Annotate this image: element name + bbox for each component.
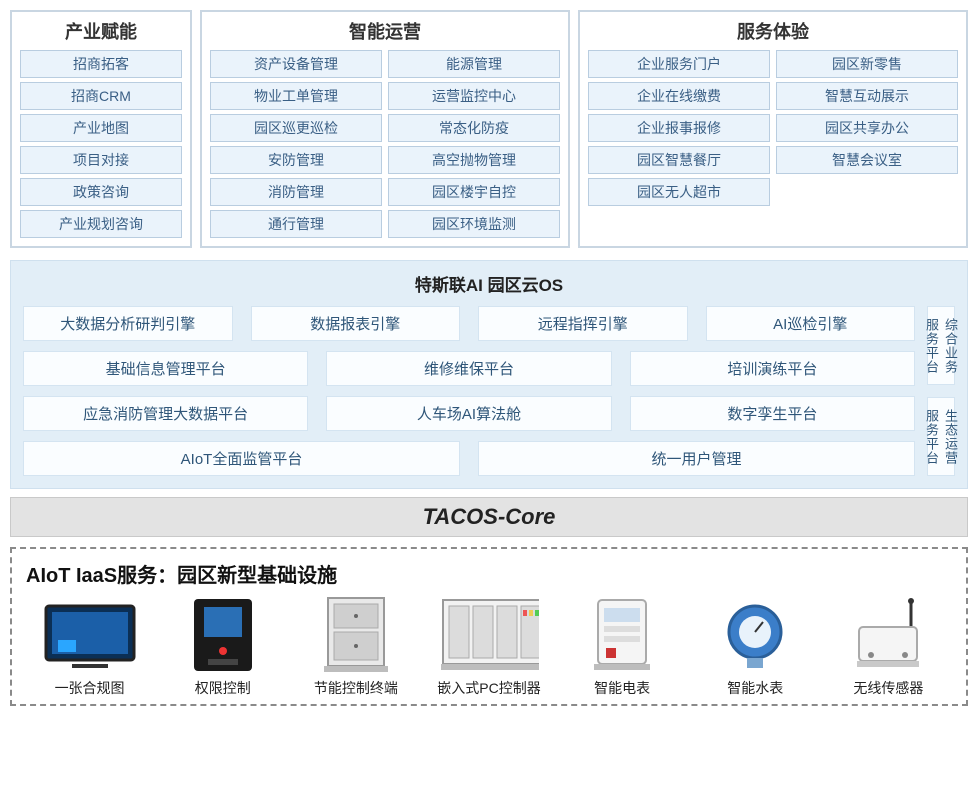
module-item: 园区智慧餐厅: [588, 146, 770, 174]
col-title: 智能运营: [349, 18, 421, 44]
device-sensor: 无线传感器: [825, 596, 952, 698]
module-item: 园区楼宇自控: [388, 178, 560, 206]
device-label: 嵌入式PC控制器: [437, 678, 540, 698]
module-item: 产业地图: [20, 114, 182, 142]
side-label-1: 综合业务服务平台: [927, 306, 955, 385]
device-label: 权限控制: [195, 678, 251, 698]
device-label: 智能电表: [594, 678, 650, 698]
device-label: 一张合规图: [55, 678, 125, 698]
module-item: 政策咨询: [20, 178, 182, 206]
col-operations: 智能运营 资产设备管理物业工单管理园区巡更巡检安防管理消防管理通行管理 能源管理…: [200, 10, 570, 248]
access-icon: [173, 596, 273, 674]
os-module: 人车场AI算法舱: [326, 396, 611, 431]
module-item: 资产设备管理: [210, 50, 382, 78]
device-cabinet: 节能控制终端: [292, 596, 419, 698]
rack-icon: [439, 596, 539, 674]
device-label: 无线传感器: [853, 678, 923, 698]
module-item: 园区共享办公: [776, 114, 958, 142]
side-label-2: 生态运营服务平台: [927, 397, 955, 476]
col-industry: 产业赋能 招商拓客招商CRM 产业地图项目对接政策咨询产业规划咨询: [10, 10, 192, 248]
device-emeter: 智能电表: [559, 596, 686, 698]
emeter-icon: [572, 596, 672, 674]
module-item: 园区巡更巡检: [210, 114, 382, 142]
cabinet-icon: [306, 596, 406, 674]
iaas-title: AIoT IaaS服务：园区新型基础设施: [26, 559, 952, 588]
os-module: AI巡检引擎: [706, 306, 916, 341]
monitor-icon: [40, 596, 140, 674]
module-item: 通行管理: [210, 210, 382, 238]
module-item: 物业工单管理: [210, 82, 382, 110]
wmeter-icon: [705, 596, 805, 674]
col-experience: 服务体验 企业服务门户企业在线缴费企业报事报修园区智慧餐厅园区无人超市 园区新零…: [578, 10, 968, 248]
module-item: 企业报事报修: [588, 114, 770, 142]
module-item: 园区新零售: [776, 50, 958, 78]
top-categories: 产业赋能 招商拓客招商CRM 产业地图项目对接政策咨询产业规划咨询 智能运营 资产…: [10, 10, 968, 248]
module-item: 常态化防疫: [388, 114, 560, 142]
module-item: 园区环境监测: [388, 210, 560, 238]
tacos-core-bar: TACOS-Core: [10, 497, 968, 537]
module-item: 消防管理: [210, 178, 382, 206]
sensor-icon: [838, 596, 938, 674]
module-item: 企业在线缴费: [588, 82, 770, 110]
module-item: 智慧会议室: [776, 146, 958, 174]
module-item: 产业规划咨询: [20, 210, 182, 238]
os-module: 远程指挥引擎: [478, 306, 688, 341]
device-access: 权限控制: [159, 596, 286, 698]
module-item: 企业服务门户: [588, 50, 770, 78]
module-item: 招商CRM: [20, 82, 182, 110]
device-label: 节能控制终端: [314, 678, 398, 698]
os-module: 应急消防管理大数据平台: [23, 396, 308, 431]
module-item: 运营监控中心: [388, 82, 560, 110]
module-item: 项目对接: [20, 146, 182, 174]
os-module: 大数据分析研判引擎: [23, 306, 233, 341]
os-module: 培训演练平台: [630, 351, 915, 386]
os-module: 基础信息管理平台: [23, 351, 308, 386]
device-monitor: 一张合规图: [26, 596, 153, 698]
col-title: 服务体验: [737, 18, 809, 44]
col-title: 产业赋能: [65, 18, 137, 44]
os-module: 统一用户管理: [478, 441, 915, 476]
module-item: 能源管理: [388, 50, 560, 78]
module-item: 智慧互动展示: [776, 82, 958, 110]
module-item: 招商拓客: [20, 50, 182, 78]
device-rack: 嵌入式PC控制器: [425, 596, 552, 698]
device-wmeter: 智能水表: [692, 596, 819, 698]
module-item: 安防管理: [210, 146, 382, 174]
os-title: 特斯联AI 园区云OS: [23, 271, 955, 296]
os-module: AIoT全面监管平台: [23, 441, 460, 476]
os-module: 维修维保平台: [326, 351, 611, 386]
os-module: 数字孪生平台: [630, 396, 915, 431]
module-item: 园区无人超市: [588, 178, 770, 206]
os-layer: 特斯联AI 园区云OS 大数据分析研判引擎数据报表引擎远程指挥引擎 AI巡检引擎基…: [10, 260, 968, 489]
device-label: 智能水表: [727, 678, 783, 698]
iaas-section: AIoT IaaS服务：园区新型基础设施 一张合规图 权限控制 节能控制终端 嵌入式P…: [10, 547, 968, 706]
os-module: 数据报表引擎: [251, 306, 461, 341]
module-item: 高空抛物管理: [388, 146, 560, 174]
